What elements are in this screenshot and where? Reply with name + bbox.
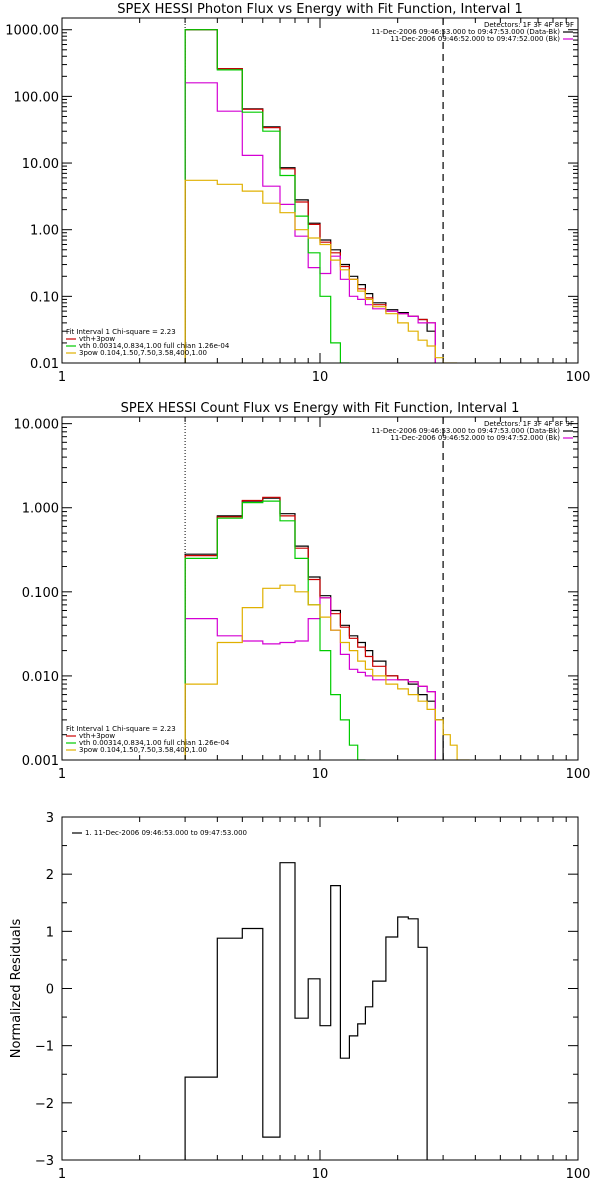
y-tick-label: 1 [46,925,54,940]
x-tick-label: 1 [58,1167,66,1182]
x-tick-label: 10 [312,1167,329,1182]
plot-area [184,417,470,760]
plot-frame [61,17,579,364]
y-tick-label: 1.000 [22,502,59,517]
series-line-green [184,500,366,760]
y-tick-label: 0.001 [22,754,59,769]
legend-entry: 1. 11-Dec-2006 09:46:53.000 to 09:47:53.… [85,829,247,837]
y-tick-label: 1000.00 [5,24,59,39]
plot-area [184,862,428,1160]
series-line-magenta [184,82,436,363]
legend-entry: 3pow 0.104,1.50,7.50,3.58,400,1.00 [79,746,207,754]
legend-detectors: Detectors: 1F 3F 4F 8F 9F [484,21,574,29]
series-line-black [184,862,428,1160]
x-tick-label: 1 [58,767,66,782]
plot-area [184,18,458,363]
series-line-red [184,496,436,760]
y-tick-label: 0.10 [30,290,59,305]
legend-entry: vth 0.00314,0.834,1.00 full chian 1.26e-… [79,739,230,747]
legend-fit-info: Fit Interval 1 Chi-square = 2.23 [66,725,176,733]
x-tick-label: 100 [566,370,591,385]
chart-title: SPEX HESSI Count Flux vs Energy with Fit… [121,401,520,416]
legend-detectors: Detectors: 1F 3F 4F 8F 9F [484,420,574,428]
legend-fit-info: Fit Interval 1 Chi-square = 2.23 [66,328,176,336]
y-tick-label: −1 [35,1040,54,1055]
legend-entry: 3pow 0.104,1.50,7.50,3.58,400,1.00 [79,349,207,357]
y-axis-label: Normalized Residuals [9,919,24,1059]
y-tick-label: 3 [46,811,54,826]
y-tick-label: −2 [35,1097,54,1112]
y-tick-label: 1.00 [30,224,59,239]
legend-entry: 11-Dec-2006 09:46:53.000 to 09:47:53.000… [371,427,560,435]
y-tick-label: 100.00 [14,90,60,105]
legend-entry: 11-Dec-2006 09:46:52.000 to 09:47:52.000… [390,35,560,43]
y-tick-label: 0.010 [22,670,59,685]
x-tick-label: 1 [58,370,66,385]
x-tick-label: 10 [312,370,329,385]
x-tick-label: 10 [312,767,329,782]
y-tick-label: 10.000 [14,418,60,433]
y-tick-label: 0.01 [30,357,59,372]
y-tick-label: 10.00 [22,157,59,172]
y-tick-label: 0.100 [22,586,59,601]
legend-entry: 11-Dec-2006 09:46:53.000 to 09:47:53.000… [371,28,560,36]
x-tick-label: 100 [566,767,591,782]
y-tick-label: 0 [46,983,54,998]
series-line-black [184,497,444,760]
y-tick-label: −3 [35,1154,54,1169]
series-line-yellow [184,179,458,363]
series-line-green [184,29,350,363]
legend-entry: vth+3pow [79,732,115,740]
chart-title: SPEX HESSI Photon Flux vs Energy with Fi… [117,2,523,17]
legend-entry: vth+3pow [79,335,115,343]
x-tick-label: 100 [566,1167,591,1182]
legend-entry: 11-Dec-2006 09:46:52.000 to 09:47:52.000… [390,434,560,442]
series-line-yellow [184,584,470,760]
legend-entry: vth 0.00314,0.834,1.00 full chian 1.26e-… [79,342,230,350]
y-tick-label: 2 [46,868,54,883]
